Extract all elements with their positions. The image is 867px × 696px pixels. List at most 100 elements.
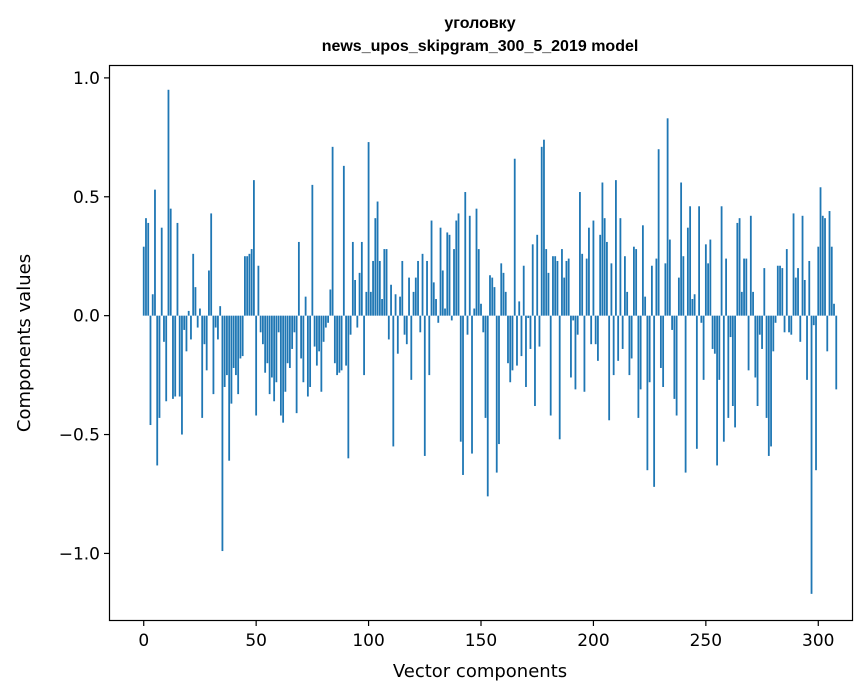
bar-214	[624, 256, 626, 316]
bar-227	[653, 315, 656, 487]
bar-114	[399, 296, 401, 316]
bar-251	[707, 263, 709, 316]
bar-59	[275, 315, 278, 383]
bar-133	[441, 270, 444, 316]
bar-230	[659, 315, 662, 368]
bar-100	[367, 142, 370, 316]
bar-171	[527, 315, 530, 319]
bar-207	[608, 315, 611, 421]
bar-115	[401, 260, 404, 316]
bar-98	[363, 315, 365, 376]
bar-166	[516, 315, 518, 366]
bar-205	[603, 218, 606, 316]
bar-77	[315, 315, 318, 366]
bar-277	[765, 315, 768, 418]
bar-300	[817, 246, 820, 316]
bar-53	[262, 315, 264, 345]
bar-9	[163, 315, 165, 342]
bar-186	[561, 249, 563, 316]
bar-164	[511, 315, 514, 371]
bar-180	[547, 272, 550, 316]
bar-276	[763, 268, 766, 316]
x-tick-label-50: 50	[245, 631, 267, 651]
bar-101	[369, 291, 372, 316]
bar-27	[203, 315, 206, 345]
bar-181	[549, 315, 552, 416]
bar-84	[331, 146, 334, 316]
bar-142	[462, 315, 464, 475]
bar-119	[410, 315, 413, 380]
bar-4	[151, 294, 154, 316]
bar-122	[417, 260, 419, 316]
bar-113	[396, 315, 399, 354]
bar-286	[785, 249, 788, 316]
bar-269	[747, 315, 750, 371]
bar-78	[318, 315, 321, 352]
bar-146	[471, 315, 473, 454]
bar-137	[450, 315, 453, 321]
bar-253	[711, 315, 714, 349]
bar-45	[244, 256, 246, 316]
bar-296	[808, 260, 811, 316]
bar-193	[576, 315, 579, 335]
bar-200	[592, 220, 595, 316]
bar-234	[668, 239, 671, 316]
y-axis: −1.0 −0.5 0.0 0.5 1.0	[59, 69, 110, 564]
bar-30	[210, 213, 213, 316]
bar-111	[392, 315, 395, 447]
bar-174	[534, 315, 536, 407]
bar-280	[772, 315, 775, 352]
bar-190	[570, 315, 572, 378]
bar-80	[322, 315, 325, 342]
bar-82	[327, 315, 329, 323]
bar-54	[264, 315, 267, 373]
bar-35	[221, 315, 224, 552]
bar-239	[680, 182, 683, 316]
bar-250	[704, 244, 707, 316]
bar-220	[637, 315, 640, 418]
bar-19	[185, 315, 188, 352]
bar-217	[630, 315, 633, 359]
bar-95	[356, 315, 359, 328]
bar-130	[435, 299, 437, 316]
bar-236	[673, 315, 676, 399]
bar-299	[815, 315, 817, 471]
bar-71	[302, 315, 305, 383]
bar-110	[390, 284, 392, 316]
bar-6	[156, 315, 159, 466]
bar-204	[601, 182, 604, 316]
bar-158	[498, 315, 500, 445]
bar-176	[538, 315, 541, 347]
bar-36	[223, 315, 226, 387]
bar-215	[626, 291, 629, 316]
bar-247	[698, 206, 700, 316]
bar-165	[513, 158, 516, 316]
bar-33	[217, 315, 219, 340]
bar-57	[270, 315, 273, 378]
bar-273	[756, 315, 759, 407]
bar-92	[349, 315, 352, 335]
bar-285	[783, 315, 786, 333]
bar-10	[165, 315, 168, 402]
bar-13	[172, 315, 174, 399]
bar-60	[277, 315, 280, 333]
bar-65	[288, 315, 291, 368]
bar-212	[619, 218, 622, 316]
bar-124	[421, 253, 424, 316]
bar-15	[176, 222, 179, 316]
bar-152	[484, 315, 487, 418]
bar-271	[752, 291, 754, 316]
bar-305	[828, 211, 831, 316]
bar-151	[482, 315, 485, 333]
bar-143	[464, 192, 467, 316]
bar-233	[666, 118, 669, 316]
bar-132	[439, 227, 442, 316]
bar-268	[745, 258, 748, 316]
bar-175	[536, 234, 539, 316]
bar-172	[529, 315, 532, 349]
bar-141	[459, 315, 462, 442]
bar-107	[383, 249, 386, 316]
bar-76	[313, 315, 316, 347]
bar-168	[520, 315, 523, 357]
bar-213	[621, 315, 624, 349]
